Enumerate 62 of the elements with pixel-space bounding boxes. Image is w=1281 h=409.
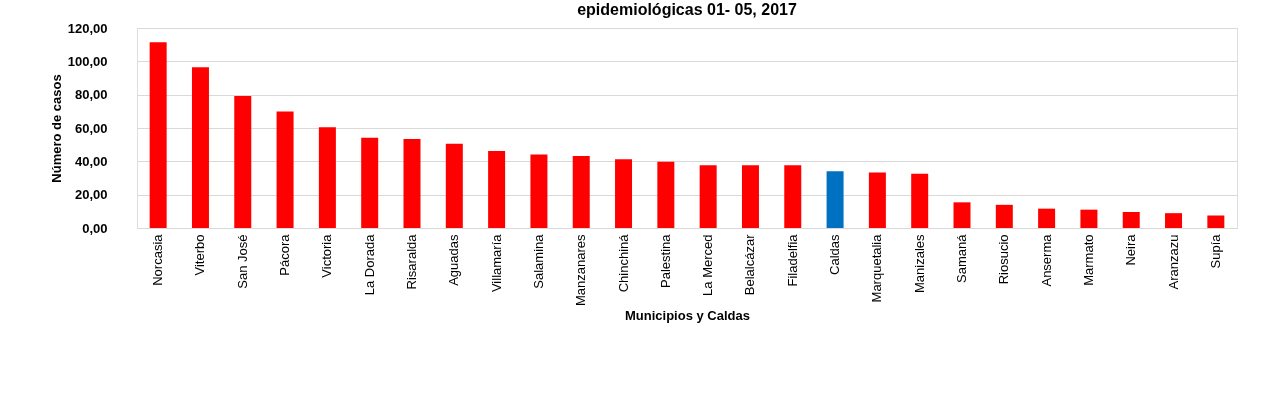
bar [784,165,802,228]
x-tick-label: Salamina [530,233,546,289]
x-tick-label: Manizales [911,234,927,294]
x-tick-label: La Merced [700,234,716,296]
bar [1122,212,1140,228]
y-axis-title: Número de casos [48,74,64,183]
bar [403,139,421,228]
bar [276,111,294,228]
x-tick-label: San José [234,234,250,289]
y-tick-label: 40,00 [74,153,108,169]
x-tick-label: Caldas [827,234,843,275]
x-tick-label: Samaná [954,233,969,283]
bar [191,67,209,228]
x-tick-label: Palestina [657,233,673,288]
bar [826,171,844,228]
x-tick-label: Neira [1123,233,1139,266]
bar [234,96,252,228]
bar [995,204,1013,228]
chart-title: epidemiológicas 01- 05, 2017 [577,1,797,18]
x-tick-label: Marquetalia [869,233,885,303]
x-tick-label: Aguadas [446,234,462,286]
bar [699,165,717,228]
x-tick-label: Filadelfia [784,233,800,287]
bar [1165,213,1183,228]
x-tick-label: Aranzazu [1165,234,1181,290]
y-tick-label: 120,00 [67,20,108,36]
y-tick-label: 60,00 [74,120,108,136]
bar [1080,209,1098,228]
bar [530,154,548,228]
x-tick-label: Riosucio [996,234,1012,285]
bar [445,143,463,228]
x-tick-label: Victoria [319,233,335,278]
bar [953,202,971,228]
x-tick-label: Marmato [1080,234,1096,286]
y-tick-label: 0,00 [82,220,108,236]
x-tick-label: La Dorada [361,233,377,296]
y-tick-label: 100,00 [67,53,108,69]
bar [868,172,886,228]
x-tick-label: Supía [1207,233,1223,269]
x-tick-label: Viterbo [192,234,208,276]
bar [318,127,336,228]
y-tick-label: 80,00 [74,87,108,103]
x-tick-label: Anserma [1038,233,1054,287]
bar [149,42,167,228]
bar [615,159,633,228]
bar [911,173,929,228]
x-tick-label: Norcasia [150,233,166,286]
x-tick-label: Risaralda [404,233,419,290]
x-tick-label: Manzanares [573,234,589,307]
bar [361,137,379,228]
x-tick-label: Chinchiná [615,233,631,293]
x-tick-label: Villamaría [488,233,504,293]
x-tick-label: Pácora [277,233,293,276]
y-tick-label: 20,00 [74,187,108,203]
bar [741,165,759,228]
bar [1207,215,1225,228]
bar [488,151,506,228]
bar [1038,208,1056,228]
x-axis-title: Municipios y Caldas [625,308,750,324]
bar [572,156,590,228]
bar [657,161,675,228]
x-tick-label: Belalcázar [742,233,758,296]
